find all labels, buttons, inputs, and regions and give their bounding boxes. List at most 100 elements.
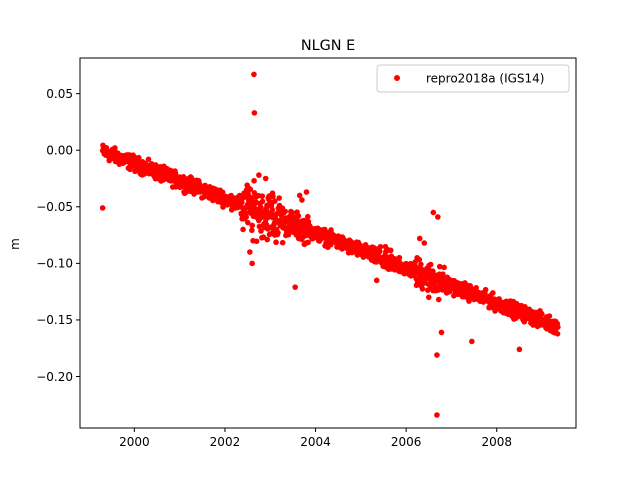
x-axis: 2000 2002 2004 2006 2008 — [119, 428, 512, 449]
data-point — [249, 222, 255, 229]
data-point — [249, 227, 255, 234]
data-point — [555, 324, 561, 330]
data-point — [469, 338, 475, 345]
data-point — [269, 207, 276, 213]
data-point — [248, 194, 255, 201]
data-point — [305, 239, 311, 246]
x-tick-label: 2008 — [481, 435, 512, 449]
y-tick-label: 0.00 — [46, 144, 73, 158]
x-tick-label: 2002 — [210, 435, 241, 449]
data-point — [435, 296, 442, 303]
data-point — [249, 260, 255, 267]
data-point — [251, 177, 257, 184]
data-point — [421, 240, 428, 246]
data-point — [546, 313, 553, 319]
data-point — [418, 261, 424, 268]
data-point — [264, 236, 271, 243]
data-point — [289, 210, 296, 216]
data-point — [273, 239, 279, 246]
data-point — [271, 232, 278, 238]
data-point — [245, 219, 251, 226]
data-point — [243, 214, 250, 220]
y-tick-label: −0.15 — [36, 313, 73, 327]
data-point — [412, 259, 419, 265]
data-point — [473, 285, 480, 291]
data-point — [401, 270, 408, 277]
data-point — [106, 157, 113, 164]
data-point — [259, 198, 266, 205]
legend-box — [376, 64, 570, 93]
data-point — [434, 412, 440, 418]
y-tick-label: 0.05 — [46, 87, 73, 101]
plot-frame — [79, 57, 577, 429]
data-point — [244, 189, 251, 195]
data-point — [303, 189, 310, 195]
data-point — [295, 213, 302, 219]
data-point — [276, 195, 283, 201]
data-point — [292, 284, 298, 290]
data-point — [438, 329, 445, 336]
data-point — [251, 110, 258, 116]
data-point — [296, 192, 303, 199]
data-point — [377, 243, 384, 250]
data-point — [172, 170, 179, 177]
data-point — [435, 214, 441, 220]
data-point — [539, 311, 545, 317]
data-point — [282, 208, 288, 215]
data-point — [256, 172, 262, 178]
data-point — [436, 263, 443, 270]
data-point — [512, 315, 519, 322]
data-point — [251, 190, 258, 196]
data-point — [419, 268, 425, 275]
data-point — [493, 302, 500, 309]
data-point — [240, 226, 246, 233]
y-tick-label: −0.05 — [36, 200, 73, 214]
data-point — [440, 271, 446, 277]
data-point — [482, 286, 489, 293]
data-point — [416, 235, 423, 242]
data-point — [259, 193, 266, 199]
data-point — [427, 261, 434, 268]
data-point — [279, 239, 286, 246]
data-point — [554, 331, 561, 337]
data-point — [382, 249, 389, 255]
data-point — [112, 145, 118, 151]
data-point — [419, 286, 426, 292]
data-point — [434, 352, 440, 358]
data-point — [299, 197, 305, 203]
legend: repro2018a (IGS14) — [376, 64, 570, 93]
y-axis-label: m — [8, 238, 22, 250]
chart-title: NLGN E — [301, 38, 355, 54]
data-point — [490, 290, 496, 296]
data-point — [305, 213, 311, 220]
y-axis: 0.05 0.00 −0.05 −0.10 −0.15 −0.20 — [36, 87, 80, 384]
legend-label: repro2018a (IGS14) — [426, 72, 544, 86]
data-point — [430, 209, 437, 216]
data-point — [219, 189, 226, 196]
data-point — [251, 71, 257, 78]
data-point — [250, 237, 256, 244]
data-point — [272, 198, 278, 204]
data-point — [396, 254, 403, 261]
data-point — [256, 223, 263, 230]
data-point — [99, 205, 106, 211]
data-point — [257, 204, 264, 211]
y-tick-label: −0.20 — [36, 370, 73, 384]
data-point — [239, 199, 245, 206]
scatter-points — [99, 71, 561, 418]
data-point — [441, 264, 447, 271]
data-point — [416, 256, 423, 263]
data-point — [262, 175, 269, 182]
data-point — [135, 154, 142, 161]
legend-marker — [394, 75, 400, 81]
data-point — [247, 249, 253, 255]
data-point — [376, 248, 383, 255]
x-tick-label: 2006 — [391, 435, 422, 449]
x-tick-label: 2000 — [119, 435, 150, 449]
data-point — [425, 294, 432, 301]
data-point — [258, 228, 264, 234]
x-tick-label: 2004 — [300, 435, 331, 449]
data-point — [145, 156, 152, 163]
y-tick-label: −0.10 — [36, 257, 73, 271]
